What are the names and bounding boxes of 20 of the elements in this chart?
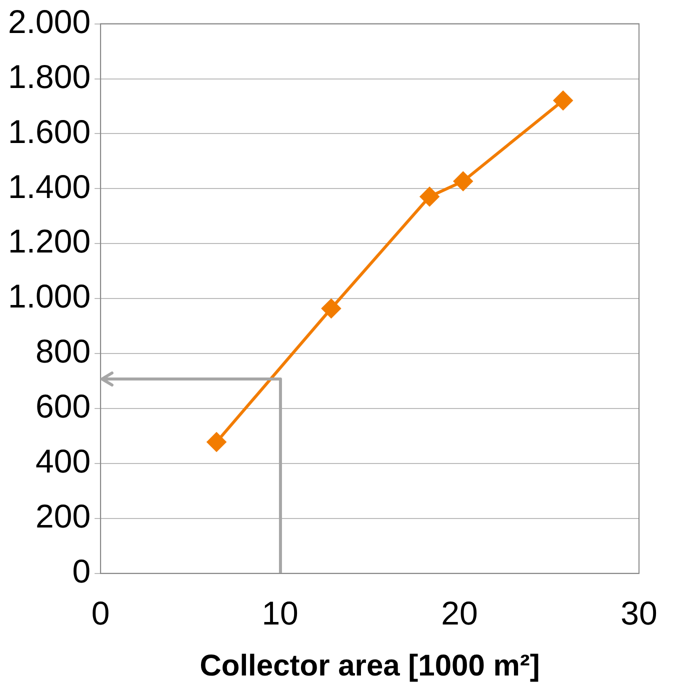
- point: [207, 432, 226, 452]
- y-tick-label: 1.000: [8, 278, 91, 315]
- x-axis-title: Collector area [1000 m²]: [200, 649, 540, 682]
- y-tick-label: 800: [36, 332, 91, 370]
- point: [554, 90, 573, 110]
- y-tick-label: 1.600: [8, 112, 91, 150]
- y-tick-label: 400: [36, 442, 91, 480]
- y-tick-label: 600: [36, 388, 91, 425]
- y-tick-label: 1.400: [8, 168, 91, 205]
- y-tick-label: 1.200: [8, 222, 91, 260]
- y-tick-label: 200: [36, 498, 91, 535]
- x-tick-label: 30: [620, 594, 658, 632]
- y-tick-label: 1.800: [8, 58, 91, 95]
- x-tick-label: 20: [441, 594, 478, 632]
- point: [454, 172, 473, 191]
- y-tick-label: 0: [72, 552, 91, 590]
- y-tick-label: 2.000: [8, 2, 91, 40]
- point: [420, 187, 440, 206]
- point: [322, 298, 341, 318]
- x-tick-label: 10: [262, 594, 298, 632]
